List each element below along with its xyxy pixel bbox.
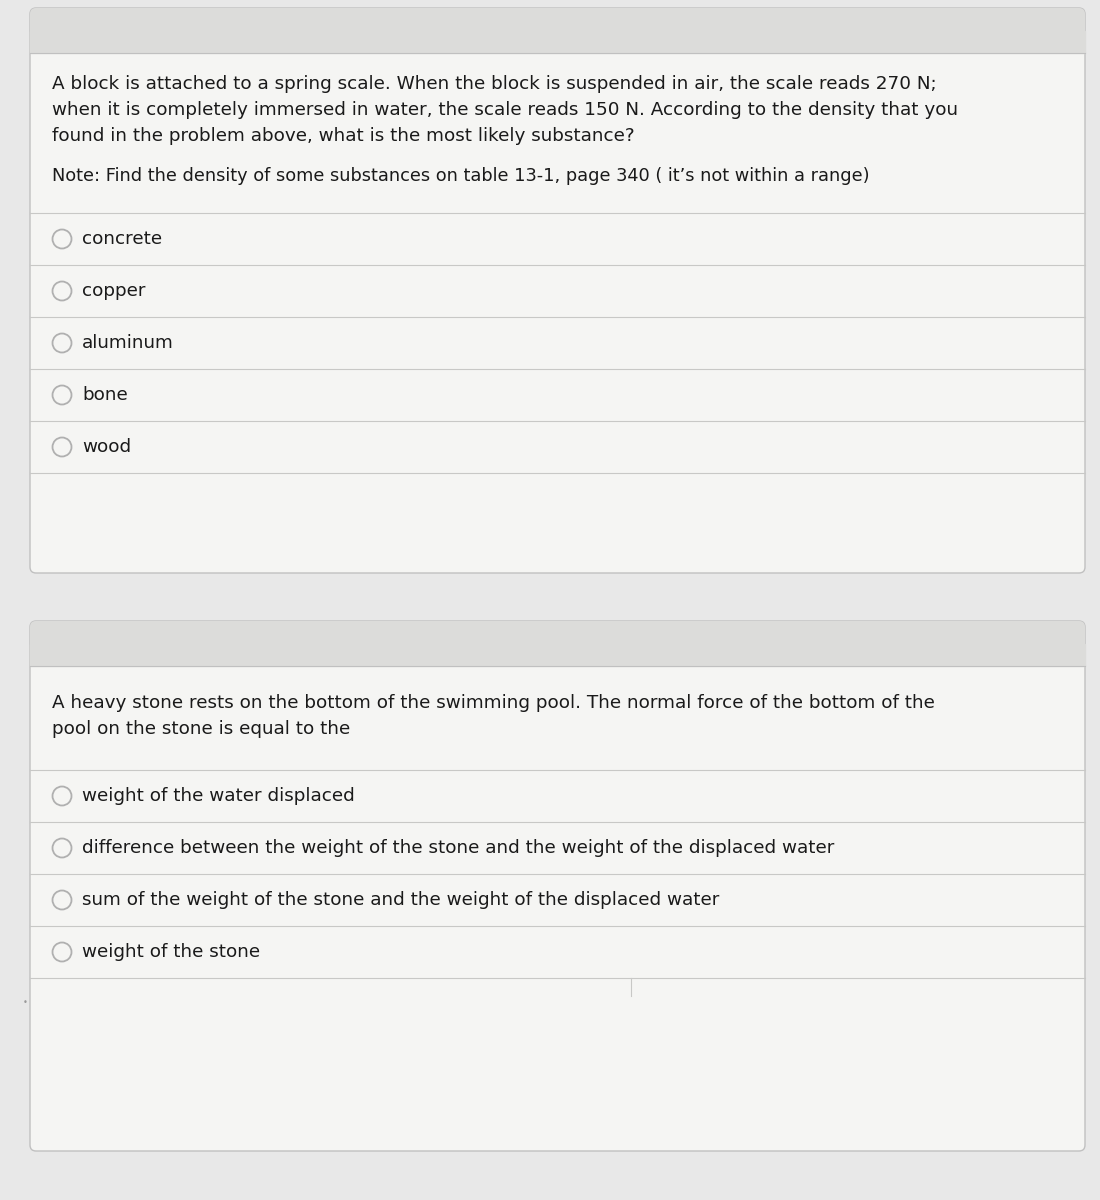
Bar	[30, 30, 1085, 53]
FancyBboxPatch shape	[30, 8, 1085, 572]
Text: concrete: concrete	[82, 230, 162, 248]
Text: bone: bone	[82, 386, 128, 404]
Text: wood: wood	[82, 438, 131, 456]
Text: weight of the water displaced: weight of the water displaced	[82, 787, 354, 805]
Text: when it is completely immersed in water, the scale reads 150 N. According to the: when it is completely immersed in water,…	[52, 101, 958, 119]
Text: weight of the stone: weight of the stone	[82, 943, 260, 961]
Text: A block is attached to a spring scale. When the block is suspended in air, the s: A block is attached to a spring scale. W…	[52, 74, 936, 92]
Text: A heavy stone rests on the bottom of the swimming pool. The normal force of the : A heavy stone rests on the bottom of the…	[52, 694, 935, 712]
Text: pool on the stone is equal to the: pool on the stone is equal to the	[52, 720, 350, 738]
Text: difference between the weight of the stone and the weight of the displaced water: difference between the weight of the sto…	[82, 839, 835, 857]
Text: Note: Find the density of some substances on table 13-1, page 340 ( it’s not wit: Note: Find the density of some substance…	[52, 167, 870, 185]
Text: copper: copper	[82, 282, 145, 300]
Text: sum of the weight of the stone and the weight of the displaced water: sum of the weight of the stone and the w…	[82, 890, 719, 910]
FancyBboxPatch shape	[30, 622, 1085, 666]
Text: found in the problem above, what is the most likely substance?: found in the problem above, what is the …	[52, 127, 635, 145]
Text: aluminum: aluminum	[82, 334, 174, 352]
Text: •: •	[23, 998, 28, 1007]
FancyBboxPatch shape	[30, 622, 1085, 1151]
Bar	[30, 643, 1085, 666]
FancyBboxPatch shape	[30, 8, 1085, 53]
